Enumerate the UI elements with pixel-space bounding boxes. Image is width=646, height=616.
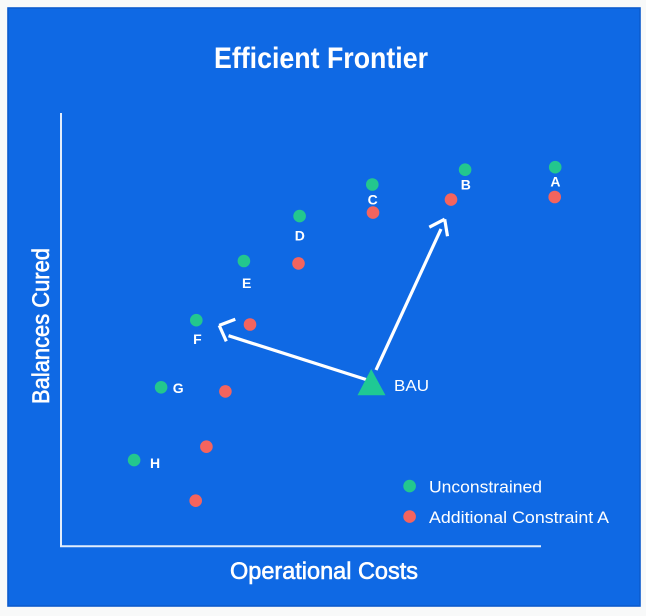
- svg-text:E: E: [242, 275, 251, 291]
- svg-text:Balances Cured: Balances Cured: [28, 248, 55, 404]
- svg-text:BAU: BAU: [394, 378, 429, 395]
- svg-text:Unconstrained: Unconstrained: [429, 478, 542, 497]
- svg-text:C: C: [368, 191, 378, 207]
- svg-text:Operational Costs: Operational Costs: [230, 558, 418, 585]
- svg-text:A: A: [550, 174, 560, 190]
- svg-text:H: H: [150, 455, 160, 471]
- svg-text:D: D: [295, 228, 305, 244]
- svg-text:Additional Constraint A: Additional Constraint A: [429, 508, 610, 527]
- svg-text:B: B: [461, 177, 471, 193]
- svg-text:G: G: [173, 380, 184, 396]
- svg-text:F: F: [193, 331, 202, 347]
- svg-text:Efficient Frontier: Efficient Frontier: [214, 42, 428, 75]
